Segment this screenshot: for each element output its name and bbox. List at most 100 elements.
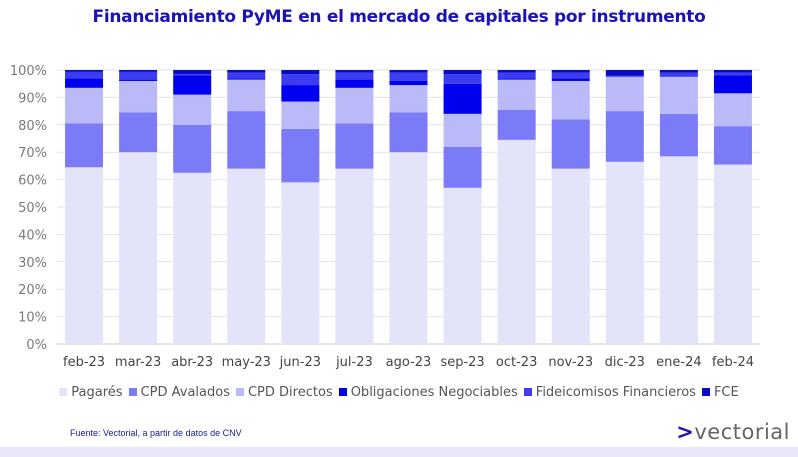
brand-name: vectorial (694, 420, 790, 444)
x-tick-label: sep-23 (440, 355, 484, 370)
legend-swatch-icon (338, 387, 347, 396)
y-tick-label: 40% (18, 228, 47, 243)
bar-segment (497, 78, 536, 80)
bar-segment (713, 126, 752, 165)
bar-segment (605, 76, 644, 112)
legend-label: FCE (713, 385, 739, 400)
bar-segment (335, 87, 374, 124)
y-tick-label: 0% (26, 338, 47, 353)
bar-segment (119, 112, 158, 153)
bar-stack-ene-24 (659, 70, 698, 344)
bar-stack-jul-23 (335, 70, 374, 344)
x-tick-label: oct-23 (496, 355, 537, 370)
bar-segment (335, 79, 374, 88)
bar-segment (335, 168, 374, 344)
bar-segment (119, 80, 158, 113)
y-tick-label: 80% (18, 119, 47, 134)
legend-swatch-icon (701, 387, 710, 396)
bar-segment (497, 70, 536, 73)
x-tick-label: nov-23 (548, 355, 593, 370)
bars (65, 70, 752, 344)
legend-item: FCE (701, 385, 739, 400)
bar-segment (335, 70, 374, 73)
bar-segment (605, 111, 644, 162)
bar-segment (659, 72, 698, 77)
x-tick-label: dic-23 (605, 355, 645, 370)
bar-segment (227, 78, 266, 80)
legend-item: CPD Avalados (128, 385, 230, 400)
bar-segment (659, 70, 698, 73)
bar-segment (659, 76, 698, 114)
brand-arrow-icon: > (676, 420, 695, 444)
bar-segment (281, 128, 320, 183)
legend-swatch-icon (523, 387, 532, 396)
bar-segment (173, 75, 212, 95)
x-axis: feb-23 mar-23 abr-23 may-23 jun-23 jul-23 ago-… (63, 355, 754, 370)
y-tick-label: 60% (18, 174, 47, 189)
bar-segment (389, 80, 428, 86)
bar-segment (119, 71, 158, 80)
x-tick-label: ene-24 (656, 355, 701, 370)
bar-segment (605, 75, 644, 77)
legend-item: Pagarés (59, 385, 123, 400)
legend-label: Pagarés (71, 385, 123, 400)
legend-label: CPD Directos (247, 385, 333, 400)
legend-label: Fideicomisos Financieros (535, 385, 696, 400)
legend-swatch-icon (128, 387, 137, 396)
bar-stack-dic-23 (605, 70, 644, 344)
bar-segment (173, 172, 212, 344)
x-tick-label: may-23 (222, 355, 271, 370)
bar-segment (497, 109, 536, 140)
brand-logo: >vectorial (676, 420, 790, 444)
bar-stack-feb-24 (713, 70, 752, 344)
bar-segment (713, 164, 752, 344)
bar-segment (551, 119, 590, 169)
bar-segment (281, 101, 320, 129)
bar-segment (335, 123, 374, 169)
bar-segment (119, 70, 158, 72)
bar-segment (713, 93, 752, 127)
bar-segment (443, 70, 482, 75)
bar-segment (551, 70, 590, 73)
bar-segment (119, 79, 158, 81)
x-tick-label: jul-23 (335, 355, 373, 370)
y-tick-label: 30% (18, 256, 47, 271)
legend-item: Obligaciones Negociables (338, 385, 518, 400)
bar-segment (713, 70, 752, 73)
bar-segment (281, 182, 320, 344)
y-tick-label: 10% (18, 311, 47, 326)
x-tick-label: mar-23 (115, 355, 161, 370)
legend-swatch-icon (235, 387, 244, 396)
bar-segment (119, 152, 158, 344)
bar-stack-sep-23 (443, 70, 482, 344)
bar-segment (389, 85, 428, 113)
bar-segment (497, 139, 536, 344)
y-tick-label: 100% (10, 64, 47, 79)
bar-stack-ago-23 (389, 70, 428, 344)
bar-segment (173, 124, 212, 173)
bar-segment (389, 70, 428, 73)
bar-segment (389, 112, 428, 153)
bar-segment (443, 83, 482, 114)
x-tick-label: jun-23 (279, 355, 321, 370)
bar-segment (605, 161, 644, 344)
bar-segment (497, 72, 536, 79)
legend-item: CPD Directos (235, 385, 333, 400)
y-tick-label: 50% (18, 201, 47, 216)
source-note: Fuente: Vectorial, a partir de datos de … (70, 428, 242, 438)
legend-label: CPD Avalados (140, 385, 230, 400)
legend-item: Fideicomisos Financieros (523, 385, 696, 400)
bar-segment (389, 152, 428, 344)
y-tick-label: 70% (18, 146, 47, 161)
bar-segment (65, 70, 104, 72)
legend: Pagarés CPD Avalados CPD Directos Obligacio… (0, 385, 798, 400)
bar-segment (443, 187, 482, 344)
bar-segment (65, 87, 104, 124)
bar-segment (713, 72, 752, 76)
bar-stack-feb-23 (65, 70, 104, 344)
x-tick-label: ago-23 (386, 355, 432, 370)
bar-segment (173, 70, 212, 75)
y-axis: 0% 10% 20% 30% 40% 50% 60% 70% 80% 90% 100% (10, 64, 47, 353)
bar-segment (443, 113, 482, 147)
